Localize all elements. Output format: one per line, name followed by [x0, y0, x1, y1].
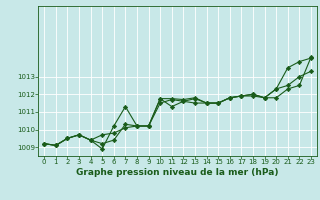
- X-axis label: Graphe pression niveau de la mer (hPa): Graphe pression niveau de la mer (hPa): [76, 168, 279, 177]
